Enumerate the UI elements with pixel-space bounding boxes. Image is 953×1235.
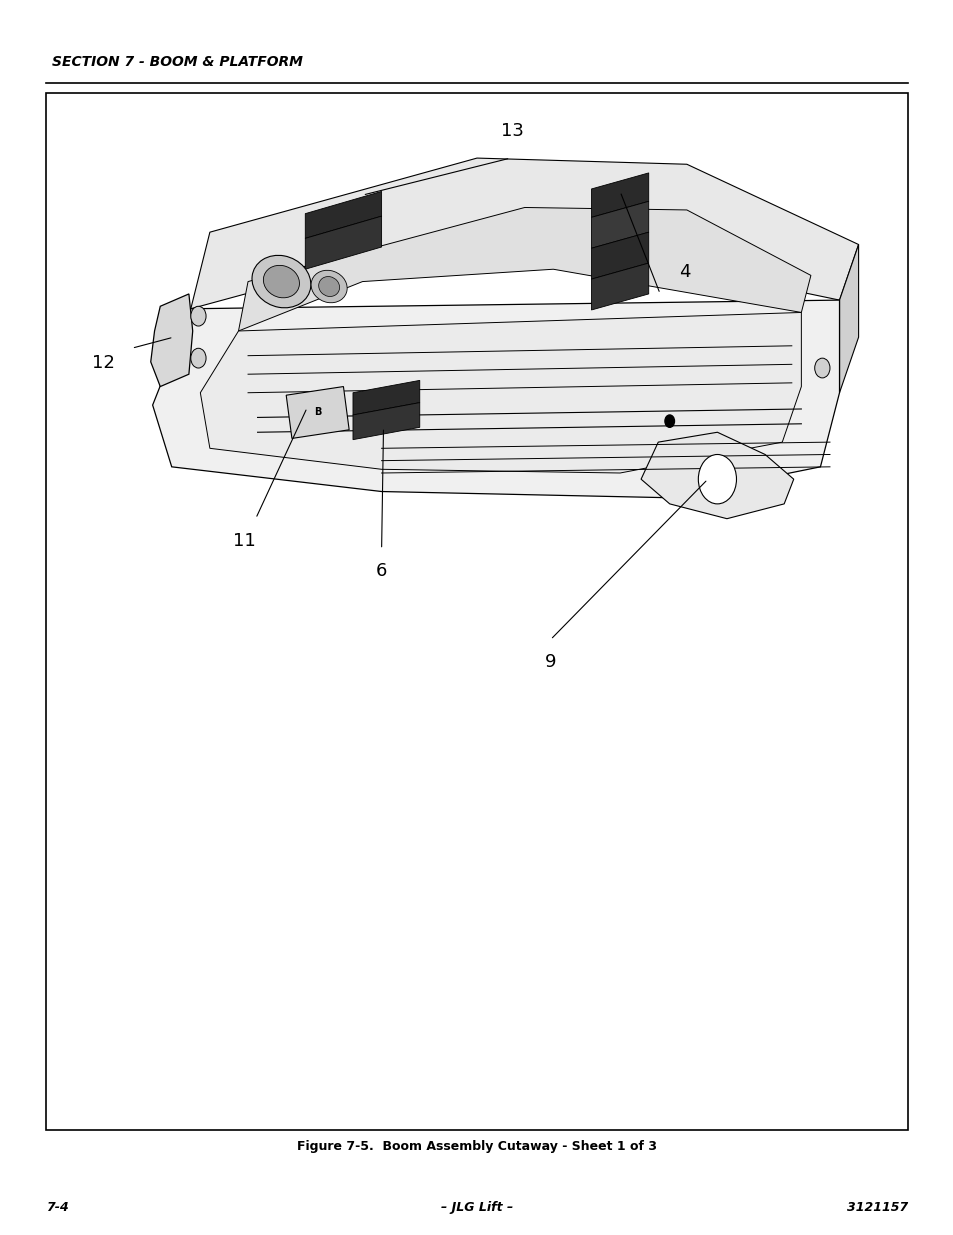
Polygon shape [151, 294, 193, 387]
Polygon shape [640, 432, 793, 519]
Circle shape [698, 454, 736, 504]
Text: 7-4: 7-4 [46, 1202, 69, 1214]
Polygon shape [191, 158, 858, 309]
Polygon shape [305, 191, 381, 238]
Text: 6: 6 [375, 562, 387, 579]
Circle shape [191, 348, 206, 368]
Text: Figure 7-5.  Boom Assembly Cutaway - Sheet 1 of 3: Figure 7-5. Boom Assembly Cutaway - Shee… [296, 1140, 657, 1152]
Text: 12: 12 [91, 354, 114, 372]
Polygon shape [353, 403, 419, 440]
Text: – JLG Lift –: – JLG Lift – [440, 1202, 513, 1214]
Bar [46, 93, 907, 1130]
Polygon shape [305, 216, 381, 269]
Text: 13: 13 [500, 122, 523, 140]
Polygon shape [839, 245, 858, 393]
Ellipse shape [252, 256, 311, 308]
Ellipse shape [311, 270, 347, 303]
Polygon shape [591, 173, 648, 217]
Polygon shape [591, 232, 648, 279]
Text: B: B [314, 408, 321, 417]
Text: SECTION 7 - BOOM & PLATFORM: SECTION 7 - BOOM & PLATFORM [52, 56, 303, 69]
Ellipse shape [318, 277, 339, 296]
Polygon shape [200, 312, 801, 473]
Polygon shape [591, 201, 648, 248]
Polygon shape [238, 207, 810, 331]
Text: 4: 4 [679, 263, 690, 280]
Polygon shape [286, 387, 349, 438]
Text: 9: 9 [544, 653, 556, 671]
Text: 3121157: 3121157 [846, 1202, 907, 1214]
Circle shape [664, 415, 674, 427]
Circle shape [191, 306, 206, 326]
Text: 11: 11 [233, 532, 255, 550]
Polygon shape [591, 263, 648, 310]
Polygon shape [152, 300, 839, 498]
Circle shape [814, 358, 829, 378]
Polygon shape [353, 380, 419, 415]
Ellipse shape [263, 266, 299, 298]
